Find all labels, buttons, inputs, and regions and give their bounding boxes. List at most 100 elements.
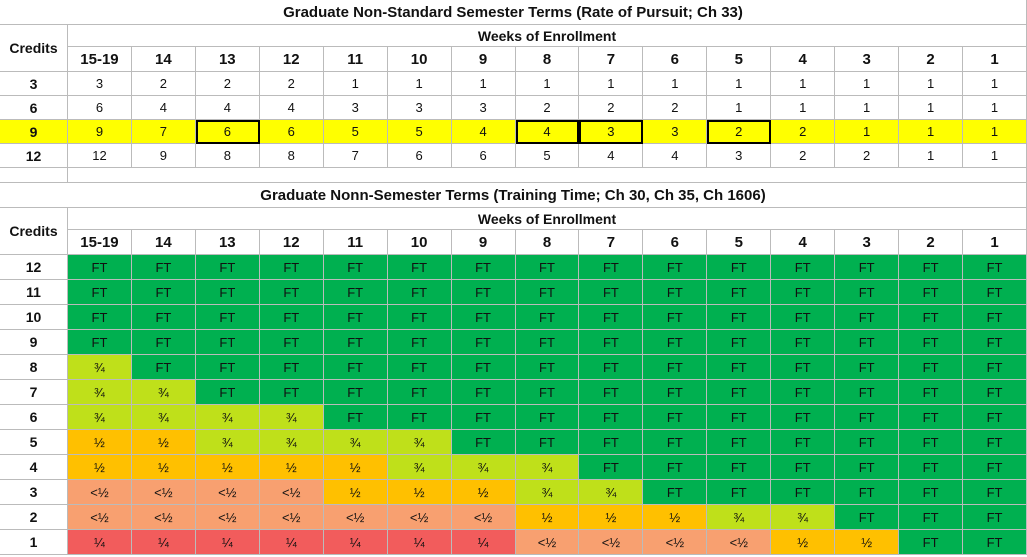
- value-cell: FT: [259, 305, 324, 330]
- value-cell: FT: [771, 255, 836, 280]
- column-header: 6: [643, 47, 708, 72]
- value-cell: FT: [579, 455, 644, 480]
- value-cell: ¾: [195, 405, 260, 430]
- value-cell: ½: [68, 455, 132, 480]
- value-cell: 2: [195, 72, 260, 96]
- value-cell: 7: [323, 144, 388, 168]
- value-cell: FT: [387, 280, 452, 305]
- value-cell: FT: [515, 380, 580, 405]
- column-header: 10: [387, 47, 452, 72]
- value-cell: FT: [707, 380, 772, 405]
- value-cell: FT: [259, 330, 324, 355]
- value-cell: <½: [68, 480, 132, 505]
- value-cell: ¾: [68, 355, 132, 380]
- value-cell: <½: [195, 505, 260, 530]
- value-cell: 9: [68, 120, 132, 144]
- column-header: 5: [707, 230, 772, 255]
- value-cell: FT: [323, 380, 388, 405]
- value-cell: ¼: [323, 530, 388, 555]
- value-cell: 1: [771, 96, 836, 120]
- value-cell: FT: [963, 480, 1027, 505]
- value-cell: FT: [643, 280, 708, 305]
- value-cell: <½: [131, 505, 196, 530]
- value-cell: FT: [835, 480, 900, 505]
- value-cell: <½: [259, 505, 324, 530]
- column-header: 5: [707, 47, 772, 72]
- value-cell: <½: [515, 530, 580, 555]
- value-cell: FT: [707, 305, 772, 330]
- row-label: 9: [0, 330, 68, 355]
- value-cell: 5: [323, 120, 388, 144]
- column-header: 2: [899, 47, 964, 72]
- value-cell: FT: [579, 355, 644, 380]
- column-header: 14: [131, 230, 196, 255]
- value-cell: 2: [515, 96, 580, 120]
- value-cell: FT: [643, 430, 708, 455]
- column-header: 10: [387, 230, 452, 255]
- value-cell: FT: [771, 480, 836, 505]
- value-cell: FT: [387, 330, 452, 355]
- value-cell: 5: [515, 144, 580, 168]
- value-cell: FT: [963, 505, 1027, 530]
- value-cell: FT: [771, 330, 836, 355]
- column-header: 3: [835, 230, 900, 255]
- row-label: 6: [0, 96, 68, 120]
- value-cell: FT: [643, 480, 708, 505]
- value-cell: 4: [259, 96, 324, 120]
- row-label: 7: [0, 380, 68, 405]
- value-cell: ¾: [579, 480, 644, 505]
- value-cell: FT: [899, 255, 964, 280]
- value-cell: 8: [259, 144, 324, 168]
- value-cell: FT: [899, 430, 964, 455]
- value-cell: <½: [387, 505, 452, 530]
- value-cell: 1: [835, 96, 900, 120]
- value-cell: 1: [963, 120, 1027, 144]
- value-cell: FT: [899, 280, 964, 305]
- value-cell: FT: [259, 380, 324, 405]
- value-cell: 1: [835, 72, 900, 96]
- value-cell: FT: [835, 305, 900, 330]
- value-cell: FT: [579, 405, 644, 430]
- value-cell: FT: [835, 380, 900, 405]
- value-cell: 1: [451, 72, 516, 96]
- value-cell: 3: [68, 72, 132, 96]
- value-cell: ½: [771, 530, 836, 555]
- value-cell: ¼: [387, 530, 452, 555]
- value-cell: FT: [835, 455, 900, 480]
- value-cell: 4: [195, 96, 260, 120]
- value-cell: ½: [579, 505, 644, 530]
- table-title: Graduate Nonn-Semester Terms (Training T…: [0, 183, 1027, 208]
- value-cell: ½: [131, 455, 196, 480]
- value-cell: 6: [195, 120, 260, 144]
- value-cell: FT: [963, 405, 1027, 430]
- column-header: 7: [579, 230, 644, 255]
- column-header: 13: [195, 47, 260, 72]
- value-cell: FT: [515, 280, 580, 305]
- value-cell: FT: [899, 530, 964, 555]
- table-title: Graduate Non-Standard Semester Terms (Ra…: [0, 0, 1027, 25]
- value-cell: FT: [515, 430, 580, 455]
- empty-row: [68, 168, 1027, 183]
- value-cell: 4: [643, 144, 708, 168]
- value-cell: ¾: [515, 480, 580, 505]
- column-header: 9: [451, 230, 516, 255]
- value-cell: FT: [259, 255, 324, 280]
- value-cell: ¾: [68, 405, 132, 430]
- value-cell: 2: [835, 144, 900, 168]
- value-cell: 2: [579, 96, 644, 120]
- value-cell: FT: [963, 280, 1027, 305]
- value-cell: FT: [68, 305, 132, 330]
- value-cell: FT: [579, 280, 644, 305]
- value-cell: 2: [131, 72, 196, 96]
- value-cell: 2: [771, 120, 836, 144]
- cell-outline: [515, 120, 580, 144]
- value-cell: FT: [515, 330, 580, 355]
- value-cell: FT: [771, 380, 836, 405]
- row-label: 12: [0, 255, 68, 280]
- value-cell: FT: [387, 405, 452, 430]
- value-cell: ½: [451, 480, 516, 505]
- value-cell: FT: [771, 455, 836, 480]
- value-cell: FT: [323, 255, 388, 280]
- value-cell: 3: [387, 96, 452, 120]
